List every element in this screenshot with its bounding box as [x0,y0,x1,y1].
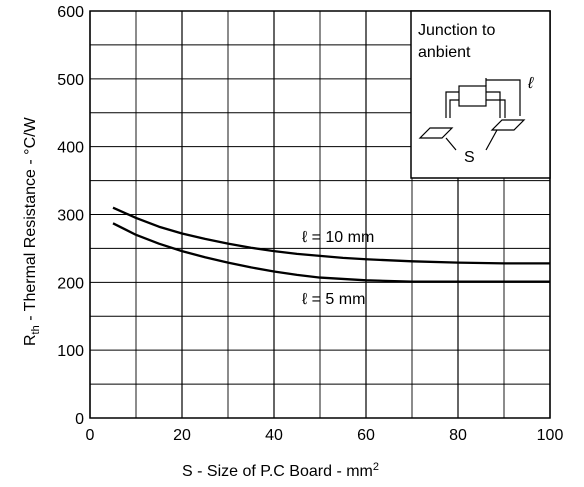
inset-area-label: S [464,149,475,166]
y-axis-subscript: th [30,325,42,334]
x-tick-label: 60 [357,427,375,444]
plot-frame [89,10,551,419]
y-tick-label: 300 [57,208,84,225]
tick-labels: 0 20 40 60 80 100 0 100 200 300 400 500 600 [57,4,563,444]
inset-length-label: ℓ [527,75,534,92]
x-tick-label: 80 [449,427,467,444]
left-lead [445,91,459,118]
x-axis-text: Size of P.C Board - mm [207,463,373,480]
right-pad [490,119,526,131]
y-tick-label: 200 [57,275,84,292]
inset-title-line1: Junction to [418,22,495,39]
x-tick-label: 20 [173,427,191,444]
y-axis-text: - Thermal Resistance - °C/W [22,116,39,325]
x-axis-superscript: 2 [373,461,379,473]
inset-diagram [418,78,526,151]
x-tick-label: 0 [86,427,95,444]
x-tick-label: 40 [265,427,283,444]
series-line-5mm [112,222,550,283]
length-dimension [485,78,521,116]
series-label-5mm: ℓ = 5 mm [302,291,365,308]
y-tick-label: 100 [57,343,84,360]
y-axis-title: Rth - Thermal Resistance - °C/W [22,116,42,346]
y-tick-label: 500 [57,72,84,89]
inset-title-line2: anbient [418,44,471,61]
pad-pointer-left [445,137,457,151]
pad-pointer-right [485,129,498,151]
y-tick-label: 600 [57,4,84,21]
x-axis-title: S - Size of P.C Board - mm2 [182,461,379,480]
y-axis-main: R [22,334,39,346]
x-tick-label: 100 [537,427,564,444]
series-line-10mm [112,206,550,265]
x-axis-prefix: S - [182,463,207,480]
component-body [458,85,487,107]
left-pad [418,127,454,139]
curves [112,206,550,283]
series-label-10mm: ℓ = 10 mm [302,229,374,246]
y-tick-label: 400 [57,140,84,157]
y-tick-label: 0 [75,411,84,428]
right-lead [486,91,506,118]
